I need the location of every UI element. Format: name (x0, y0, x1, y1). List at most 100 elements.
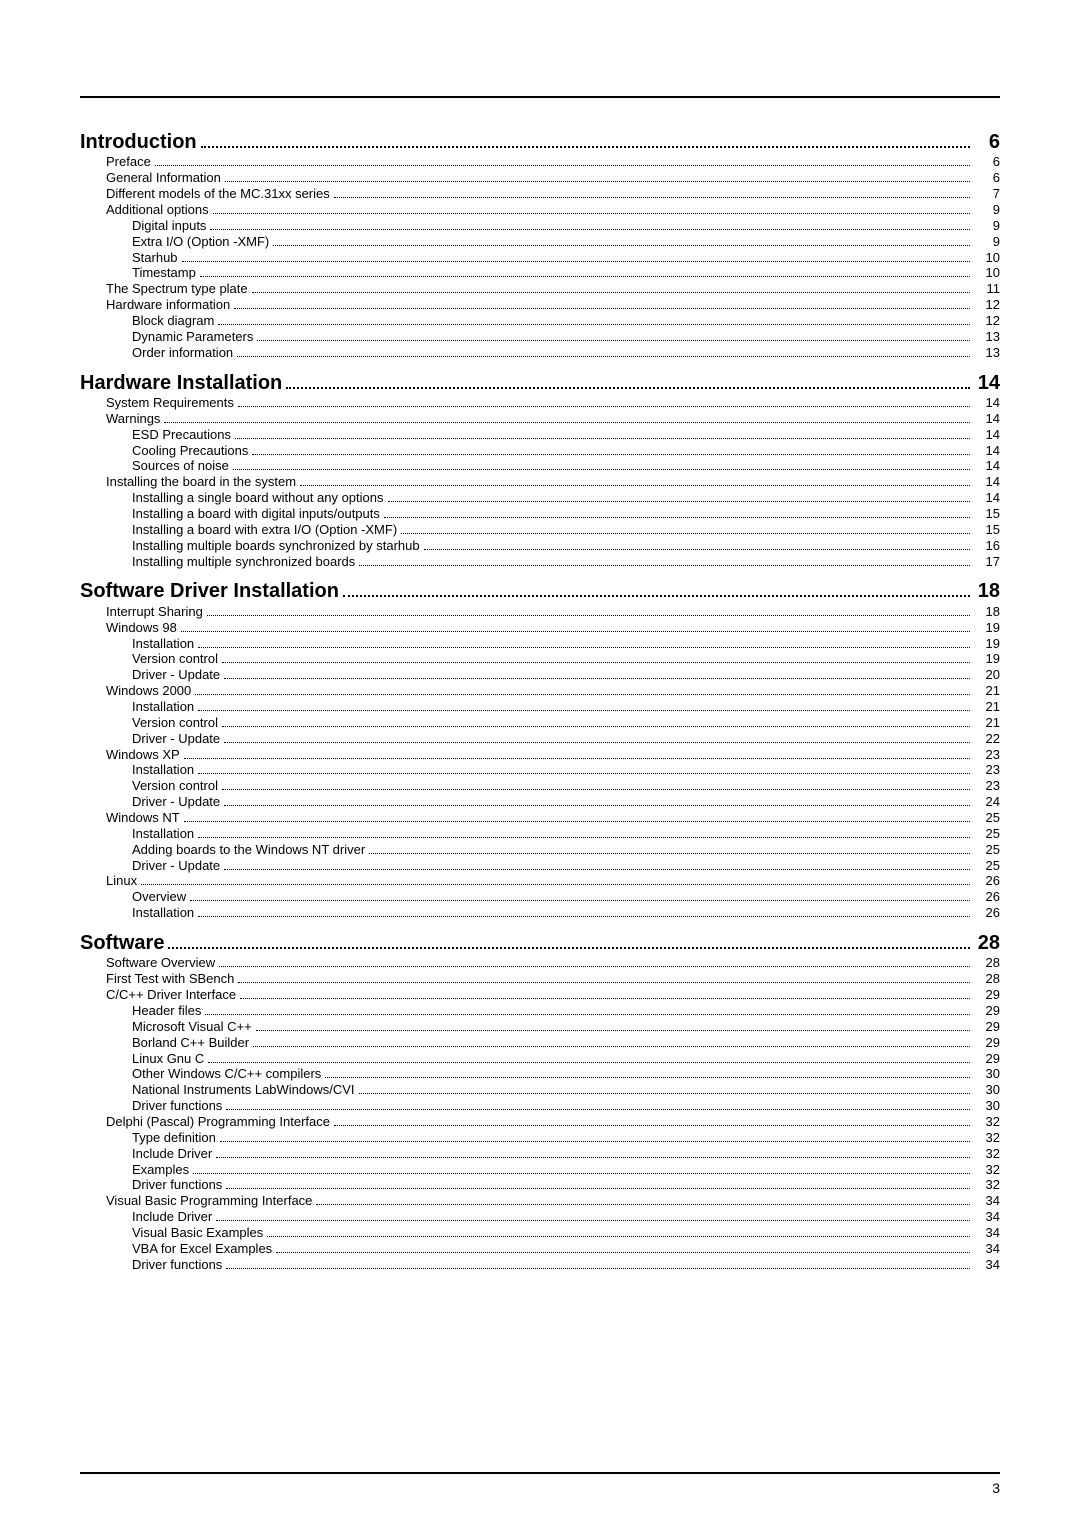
toc-entry-page: 18 (972, 604, 1000, 620)
toc-entry-title: Include Driver (80, 1146, 214, 1162)
toc-leader-dots (359, 565, 970, 566)
toc-entry-title: Driver functions (80, 1098, 224, 1114)
toc-entry-page: 9 (972, 234, 1000, 250)
toc-entry: First Test with SBench28 (80, 971, 1000, 987)
toc-entry-title: General Information (80, 170, 223, 186)
toc-entry-page: 12 (972, 297, 1000, 313)
toc-entry-title: Driver functions (80, 1257, 224, 1273)
toc-leader-dots (210, 229, 970, 230)
toc-entry: Installing multiple boards synchronized … (80, 538, 1000, 554)
toc-entry-page: 15 (972, 506, 1000, 522)
toc-entry-page: 25 (972, 842, 1000, 858)
toc-entry: Microsoft Visual C++ 29 (80, 1019, 1000, 1035)
toc-leader-dots (359, 1093, 970, 1094)
toc-entry-page: 30 (972, 1098, 1000, 1114)
toc-entry: Windows 9819 (80, 620, 1000, 636)
toc-entry-title: Version control (80, 651, 220, 667)
toc-entry: National Instruments LabWindows/CVI30 (80, 1082, 1000, 1098)
toc-entry: General Information6 (80, 170, 1000, 186)
toc-entry-title: Installation (80, 762, 196, 778)
toc-entry: Installation21 (80, 699, 1000, 715)
toc-entry: Cooling Precautions14 (80, 443, 1000, 459)
toc-leader-dots (216, 1220, 970, 1221)
toc-leader-dots (190, 900, 970, 901)
toc-entry-title: First Test with SBench (80, 971, 236, 987)
toc-entry-title: Dynamic Parameters (80, 329, 255, 345)
toc-entry-title: Driver - Update (80, 794, 222, 810)
toc-entry-page: 23 (972, 747, 1000, 763)
toc-leader-dots (225, 181, 970, 182)
toc-entry: Installing multiple synchronized boards1… (80, 554, 1000, 570)
toc-entry-title: Linux Gnu C (80, 1051, 206, 1067)
toc-leader-dots (207, 615, 970, 616)
toc-leader-dots (300, 485, 970, 486)
toc-leader-dots (276, 1252, 970, 1253)
toc-leader-dots (388, 501, 971, 502)
toc-entry-page: 14 (972, 427, 1000, 443)
toc-entry: Include Driver32 (80, 1146, 1000, 1162)
toc-leader-dots (222, 789, 970, 790)
toc-entry: C/C++ Driver Interface29 (80, 987, 1000, 1003)
toc-entry-page: 26 (972, 889, 1000, 905)
toc-entry: Sources of noise14 (80, 458, 1000, 474)
toc-entry-page: 14 (972, 458, 1000, 474)
toc-entry-page: 30 (972, 1066, 1000, 1082)
toc-leader-dots (237, 356, 970, 357)
toc-entry: Extra I/O (Option -XMF) 9 (80, 234, 1000, 250)
toc-entry-page: 10 (972, 265, 1000, 281)
toc-entry: The Spectrum type plate11 (80, 281, 1000, 297)
toc-leader-dots (208, 1062, 970, 1063)
toc-entry-page: 28 (972, 955, 1000, 971)
toc-leader-dots (198, 647, 970, 648)
toc-entry: Driver - Update24 (80, 794, 1000, 810)
toc-entry-page: 14 (972, 474, 1000, 490)
toc-leader-dots (424, 549, 970, 550)
toc-entry-title: Delphi (Pascal) Programming Interface (80, 1114, 332, 1130)
toc-entry-page: 34 (972, 1209, 1000, 1225)
toc-entry-page: 29 (972, 1019, 1000, 1035)
toc-leader-dots (343, 595, 970, 597)
toc-entry-page: 14 (972, 411, 1000, 427)
toc-entry: Introduction6 (80, 130, 1000, 154)
toc-entry-title: Extra I/O (Option -XMF) (80, 234, 271, 250)
toc-entry-page: 34 (972, 1225, 1000, 1241)
toc-leader-dots (141, 884, 970, 885)
toc-entry: Windows XP23 (80, 747, 1000, 763)
toc-entry-title: Microsoft Visual C++ (80, 1019, 254, 1035)
toc-entry-page: 14 (972, 490, 1000, 506)
toc-entry-title: Installing a single board without any op… (80, 490, 386, 506)
toc-leader-dots (234, 308, 970, 309)
toc-entry: Include Driver 34 (80, 1209, 1000, 1225)
toc-entry: Order information13 (80, 345, 1000, 361)
toc-leader-dots (205, 1014, 970, 1015)
toc-entry-title: Examples (80, 1162, 191, 1178)
toc-leader-dots (334, 197, 970, 198)
toc-entry: ESD Precautions14 (80, 427, 1000, 443)
toc-entry-page: 13 (972, 345, 1000, 361)
toc-entry-title: Installation (80, 905, 196, 921)
toc-leader-dots (226, 1109, 970, 1110)
toc-entry-page: 26 (972, 873, 1000, 889)
toc-entry-title: Windows 98 (80, 620, 179, 636)
toc-leader-dots (325, 1077, 970, 1078)
toc-entry-title: Block diagram (80, 313, 216, 329)
toc-leader-dots (219, 966, 970, 967)
toc-entry-title: Include Driver (80, 1209, 214, 1225)
toc-entry: Installing the board in the system14 (80, 474, 1000, 490)
toc-leader-dots (195, 694, 970, 695)
toc-leader-dots (384, 517, 970, 518)
toc-entry: Borland C++ Builder29 (80, 1035, 1000, 1051)
toc-entry-title: Hardware information (80, 297, 232, 313)
toc-leader-dots (220, 1141, 970, 1142)
toc-entry-title: Installing a board with digital inputs/o… (80, 506, 382, 522)
toc-entry-title: Interrupt Sharing (80, 604, 205, 620)
toc-entry-page: 7 (972, 186, 1000, 202)
toc-entry-title: Starhub (80, 250, 180, 266)
toc-entry-page: 34 (972, 1241, 1000, 1257)
toc-entry-page: 26 (972, 905, 1000, 921)
toc-entry-page: 15 (972, 522, 1000, 538)
table-of-contents: Introduction6Preface6General Information… (80, 130, 1000, 1273)
toc-entry-page: 14 (972, 443, 1000, 459)
toc-entry-title: Software (80, 931, 166, 955)
toc-entry: Windows NT25 (80, 810, 1000, 826)
